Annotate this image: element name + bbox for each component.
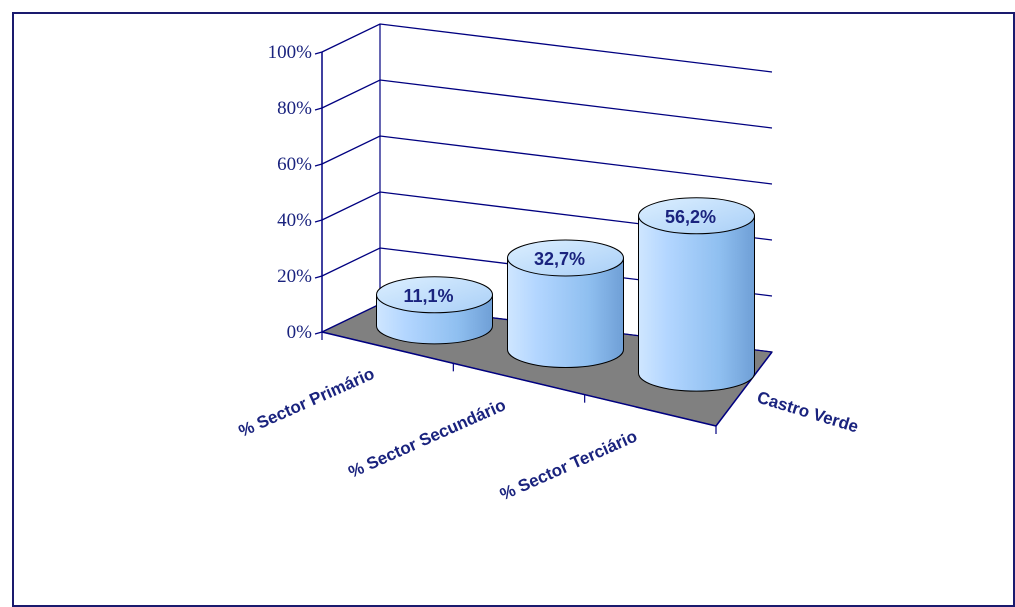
y-tick-label: 60% <box>277 154 312 175</box>
y-tick-mark <box>314 331 323 335</box>
y-tick-label: 80% <box>277 98 312 119</box>
y-tick-label: 100% <box>268 42 313 63</box>
x-category-label: % Sector Primário <box>236 364 378 441</box>
y-tick-label: 0% <box>287 322 313 343</box>
data-label: 11,1% <box>403 286 453 306</box>
bar-top <box>507 239 624 277</box>
bar-body <box>507 257 624 368</box>
bar-cylinder: 56,2% <box>638 197 755 392</box>
data-label: 32,7% <box>534 249 585 269</box>
bar-cylinder: 11,1% <box>376 276 493 345</box>
depth-axis <box>715 351 773 427</box>
y-tick-label: 20% <box>277 266 312 287</box>
y-tick-mark <box>314 107 323 111</box>
bar-cylinder: 32,7% <box>507 239 624 368</box>
y-tick-mark <box>314 163 323 167</box>
x-axis <box>321 331 717 427</box>
gridline <box>321 79 773 129</box>
bar-top <box>638 197 755 235</box>
data-label: 56,2% <box>665 207 716 227</box>
y-tick-mark <box>314 275 323 279</box>
x-category-label: % Sector Secundário <box>346 395 509 482</box>
bar-body <box>638 215 755 392</box>
bar-top <box>376 276 493 314</box>
series-label: Castro Verde <box>755 388 861 437</box>
y-tick-mark <box>314 51 323 55</box>
gridline <box>321 23 773 73</box>
gridline <box>321 135 773 185</box>
x-category-label: % Sector Terciário <box>497 427 640 505</box>
y-tick-mark <box>314 219 323 223</box>
y-tick-label: 40% <box>277 210 312 231</box>
